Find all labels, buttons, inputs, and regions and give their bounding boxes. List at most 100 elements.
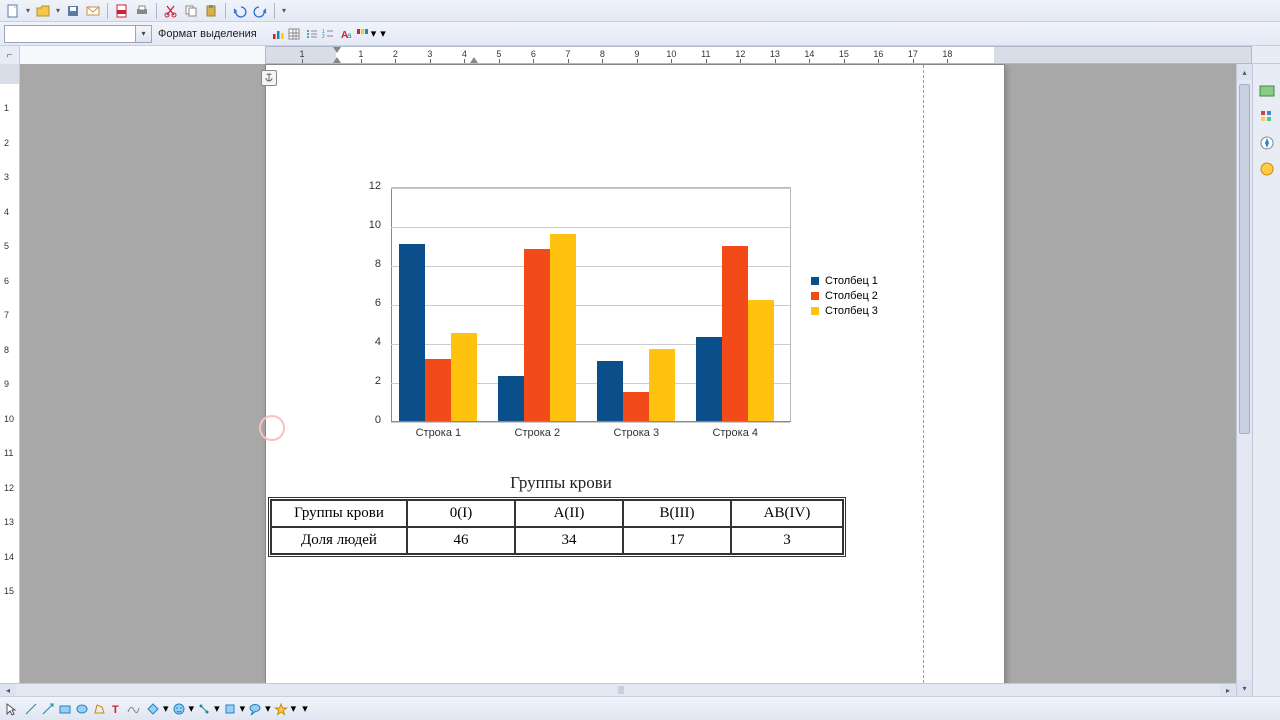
- chart-legend: Столбец 1 Столбец 2 Столбец 3: [811, 275, 878, 320]
- gallery-icon[interactable]: [1258, 82, 1276, 100]
- scroll-right-arrow[interactable]: ▸: [1220, 684, 1236, 696]
- char-icon[interactable]: Aa: [339, 27, 353, 41]
- bar: [722, 246, 748, 422]
- table-header-cell: 0(I): [407, 500, 515, 527]
- table-cell: 17: [623, 527, 731, 554]
- data-table[interactable]: Группы крови0(I)A(II)B(III)AB(IV) Доля лю…: [268, 497, 846, 557]
- styles-icon[interactable]: [1258, 108, 1276, 126]
- pointer-icon[interactable]: [4, 702, 18, 716]
- x-axis-label: Строка 2: [515, 427, 561, 439]
- paste-button[interactable]: [202, 2, 220, 20]
- numbering-icon[interactable]: 12: [321, 27, 335, 41]
- connector-icon[interactable]: [197, 702, 211, 716]
- table-cell: 3: [731, 527, 843, 554]
- ruler-row: ⌐ 1123456789101112131415161718: [0, 46, 1280, 64]
- open-button[interactable]: [34, 2, 52, 20]
- main-area: 123456789101112131415 Столбец 1 Столбец 2…: [0, 64, 1280, 696]
- table-cell: 46: [407, 527, 515, 554]
- svg-text:a: a: [347, 31, 352, 40]
- line-icon[interactable]: [24, 702, 38, 716]
- cut-button[interactable]: [162, 2, 180, 20]
- bar: [451, 333, 477, 421]
- ellipse-icon[interactable]: [75, 702, 89, 716]
- polygon-icon[interactable]: [92, 702, 106, 716]
- format-selection-label[interactable]: Формат выделения: [158, 28, 257, 40]
- scroll-down-arrow[interactable]: ▾: [1237, 680, 1252, 696]
- navigator-icon[interactable]: [1258, 134, 1276, 152]
- bar: [550, 234, 576, 421]
- mail-button[interactable]: [84, 2, 102, 20]
- bar: [425, 359, 451, 421]
- standard-toolbar: ▾ ▾ ▾: [0, 0, 1280, 22]
- copy-button[interactable]: [182, 2, 200, 20]
- legend-item: Столбец 1: [811, 275, 878, 287]
- bar: [399, 244, 425, 421]
- legend-item: Столбец 3: [811, 305, 878, 317]
- bar: [524, 249, 550, 421]
- object-anchor-icon[interactable]: [261, 70, 277, 86]
- bar: [649, 349, 675, 421]
- highlight-icon[interactable]: [355, 27, 369, 41]
- save-button[interactable]: [64, 2, 82, 20]
- table-header-cell: A(II): [515, 500, 623, 527]
- table-icon[interactable]: [287, 27, 301, 41]
- table-title: Группы крови: [266, 473, 856, 493]
- toolbar2-overflow[interactable]: ▾: [380, 27, 386, 40]
- drawing-overflow[interactable]: ▾: [302, 702, 308, 715]
- table-cell: 34: [515, 527, 623, 554]
- ruler-corner: ⌐: [0, 46, 20, 64]
- table-header-cell: B(III): [623, 500, 731, 527]
- vertical-ruler[interactable]: 123456789101112131415: [0, 64, 20, 696]
- drawing-toolbar: T ▾ ▾ ▾ ▾ ▾ ▾ ▾: [0, 696, 1280, 720]
- rect-icon[interactable]: [58, 702, 72, 716]
- pdf-button[interactable]: [113, 2, 131, 20]
- scroll-thumb[interactable]: [1239, 84, 1250, 434]
- bar: [498, 376, 524, 421]
- style-combo[interactable]: ▾: [4, 25, 152, 43]
- shapes-icon[interactable]: [146, 702, 160, 716]
- x-axis-label: Строка 3: [613, 427, 659, 439]
- svg-text:T: T: [112, 704, 119, 716]
- page-icon[interactable]: [1258, 160, 1276, 178]
- bar: [623, 392, 649, 421]
- x-axis-label: Строка 4: [712, 427, 758, 439]
- chart-object[interactable]: Столбец 1Столбец 2Столбец 3 024681012Стр…: [331, 165, 911, 465]
- svg-text:2: 2: [322, 34, 325, 40]
- bullets-icon[interactable]: [305, 27, 319, 41]
- x-axis-label: Строка 1: [416, 427, 462, 439]
- flowchart-icon[interactable]: [223, 702, 237, 716]
- chart-icon[interactable]: [271, 27, 285, 41]
- bar: [748, 300, 774, 421]
- table-header-cell: Группы крови: [271, 500, 407, 527]
- redo-button[interactable]: [251, 2, 269, 20]
- horizontal-ruler[interactable]: 1123456789101112131415161718: [20, 46, 1252, 64]
- sidebar-right: [1252, 64, 1280, 696]
- open-dropdown[interactable]: ▾: [54, 6, 62, 15]
- formatting-toolbar: ▾ Формат выделения 12 Aa ▾ ▾: [0, 22, 1280, 46]
- document-area[interactable]: Столбец 1Столбец 2Столбец 3 024681012Стр…: [20, 64, 1236, 696]
- table-header-cell: AB(IV): [731, 500, 843, 527]
- undo-button[interactable]: [231, 2, 249, 20]
- curve-icon[interactable]: [126, 702, 140, 716]
- callout-icon[interactable]: [248, 702, 262, 716]
- vertical-scrollbar[interactable]: ▴ ▾: [1236, 64, 1252, 696]
- table-row-label: Доля людей: [271, 527, 407, 554]
- arrow-icon[interactable]: [41, 702, 55, 716]
- symbol-icon[interactable]: [172, 702, 186, 716]
- cursor-highlight: [259, 415, 285, 441]
- scroll-left-arrow[interactable]: ◂: [0, 684, 16, 696]
- page[interactable]: Столбец 1Столбец 2Столбец 3 024681012Стр…: [265, 64, 1005, 696]
- bar: [597, 361, 623, 421]
- new-doc-button[interactable]: [4, 2, 22, 20]
- star-icon[interactable]: [274, 702, 288, 716]
- legend-item: Столбец 2: [811, 290, 878, 302]
- chart-plot-area: [391, 187, 791, 421]
- bar: [696, 337, 722, 421]
- highlight-dropdown[interactable]: ▾: [371, 27, 377, 40]
- print-button[interactable]: [133, 2, 151, 20]
- text-icon[interactable]: T: [109, 702, 123, 716]
- scroll-up-arrow[interactable]: ▴: [1237, 64, 1252, 80]
- new-doc-dropdown[interactable]: ▾: [24, 6, 32, 15]
- toolbar-overflow[interactable]: ▾: [280, 6, 288, 15]
- horizontal-scrollbar[interactable]: ◂ ▸: [0, 683, 1236, 696]
